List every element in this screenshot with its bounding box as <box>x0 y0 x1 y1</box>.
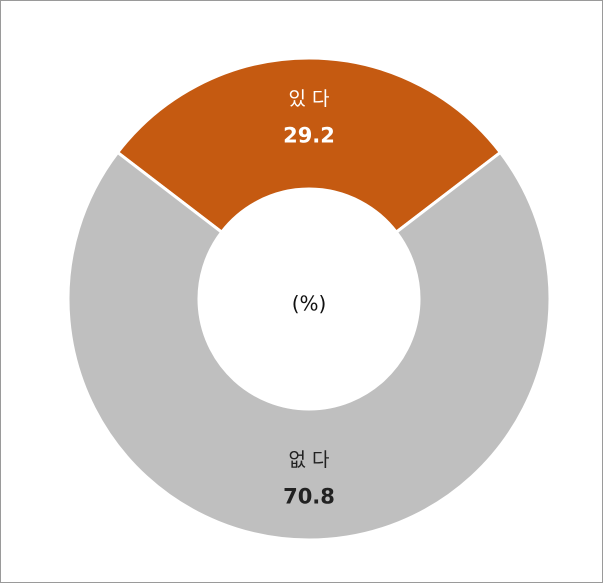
slice-category-label: 있 다 <box>289 88 330 110</box>
donut-slice <box>115 56 503 235</box>
center-label: (%) <box>292 292 327 316</box>
slice-category-label: 없 다 <box>289 449 330 471</box>
slice-value-label: 70.8 <box>283 485 335 509</box>
slice-value-label: 29.2 <box>283 124 335 148</box>
donut-slice <box>66 150 552 542</box>
